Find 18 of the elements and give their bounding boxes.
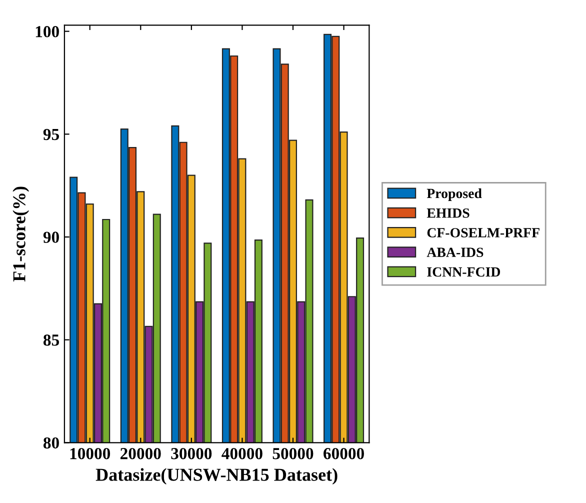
- y-tick-label: 85: [43, 334, 59, 346]
- x-tick-label: 40000: [222, 448, 262, 460]
- y-tick-label: 90: [43, 232, 59, 243]
- legend-label: ABA-IDS: [426, 248, 484, 258]
- x-tick-label: 30000: [171, 448, 212, 460]
- y-tick-label: 80: [43, 437, 59, 449]
- legend-label: CF-OSELM-PRFF: [427, 228, 540, 238]
- x-axis-title: Datasize(UNSW-NB15 Dataset): [96, 468, 338, 485]
- x-tick-label: 60000: [324, 448, 364, 460]
- x-tick-label: 50000: [272, 448, 314, 460]
- legend-label: Proposed: [426, 188, 482, 201]
- legend-label: EHIDS: [426, 208, 470, 218]
- y-tick-label: 95: [43, 128, 59, 140]
- x-tick-label: 10000: [70, 448, 110, 460]
- x-tick-label: 20000: [120, 448, 161, 460]
- y-axis-title: F1-score(%): [12, 186, 30, 282]
- y-tick-label: 100: [36, 26, 59, 38]
- legend-label: ICNN-FCID: [427, 267, 500, 277]
